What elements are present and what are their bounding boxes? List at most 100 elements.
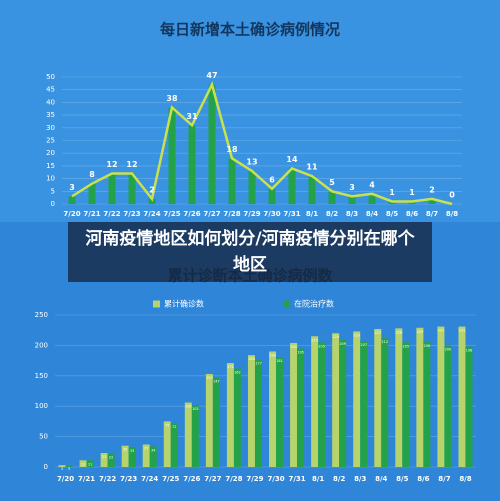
legend-label: 在院治疗数 <box>294 299 334 309</box>
x-tick-label: 8/4 <box>366 210 378 218</box>
x-tick-label: 7/21 <box>83 210 100 218</box>
bar <box>163 421 171 467</box>
data-label: 12 <box>106 160 117 169</box>
data-label: 1 <box>389 188 395 197</box>
data-label: 205 <box>402 344 409 348</box>
data-label: 2 <box>149 185 155 194</box>
bar <box>290 342 298 467</box>
bar <box>226 363 234 467</box>
x-tick-label: 8/1 <box>312 475 324 483</box>
bar <box>168 107 176 204</box>
data-label: 22 <box>109 456 113 460</box>
bar <box>374 328 382 467</box>
x-tick-label: 7/23 <box>123 210 140 218</box>
bar <box>423 341 431 467</box>
chart-title: 每日新增本土确诊病例情况 <box>160 21 340 39</box>
x-tick-label: 7/24 <box>141 475 158 483</box>
y-tick-label: 0 <box>51 200 55 208</box>
bar <box>188 125 196 204</box>
data-label: 215 <box>311 338 318 342</box>
bar <box>128 446 136 467</box>
data-label: 209 <box>339 342 346 346</box>
data-label: 75 <box>165 423 169 427</box>
data-label: 13 <box>246 157 257 166</box>
data-label: 227 <box>374 331 381 335</box>
bar <box>339 339 347 467</box>
x-tick-label: 7/28 <box>225 475 242 483</box>
x-tick-label: 8/6 <box>406 210 418 218</box>
y-tick-label: 20 <box>46 149 55 157</box>
x-tick-label: 7/27 <box>204 475 221 483</box>
data-label: 231 <box>459 329 466 333</box>
bar <box>360 341 368 467</box>
bar <box>428 198 436 204</box>
bar <box>247 355 255 467</box>
legend-swatch <box>283 300 290 308</box>
x-tick-label: 8/2 <box>326 210 338 218</box>
y-tick-label: 100 <box>35 402 48 410</box>
y-tick-label: 40 <box>46 98 55 106</box>
bar <box>212 377 220 467</box>
data-label: 2 <box>429 185 435 194</box>
bar <box>318 342 326 467</box>
data-label: 106 <box>185 405 192 409</box>
legend-label: 累计确诊数 <box>164 299 204 309</box>
bar <box>268 188 276 204</box>
y-tick-label: 10 <box>46 175 55 183</box>
x-tick-label: 7/26 <box>183 475 200 483</box>
data-label: 23 <box>102 455 106 459</box>
data-label: 18 <box>226 145 238 154</box>
y-tick-label: 35 <box>46 111 55 119</box>
data-label: 3 <box>349 183 355 192</box>
data-label: 195 <box>297 350 304 354</box>
y-tick-label: 50 <box>39 433 48 441</box>
bar <box>233 368 241 467</box>
bar <box>297 348 305 467</box>
data-label: 184 <box>248 357 255 361</box>
x-tick-label: 7/20 <box>63 210 80 218</box>
bar <box>388 201 396 204</box>
data-label: 153 <box>206 376 213 380</box>
x-tick-label: 7/22 <box>99 475 116 483</box>
y-tick-label: 15 <box>46 162 55 170</box>
bar <box>68 196 76 204</box>
y-tick-label: 250 <box>35 311 48 319</box>
x-tick-label: 7/30 <box>267 475 284 483</box>
data-label: 229 <box>417 330 424 334</box>
y-tick-label: 150 <box>35 372 48 380</box>
data-label: 162 <box>234 371 241 375</box>
x-tick-label: 7/29 <box>243 210 260 218</box>
x-tick-label: 7/22 <box>103 210 120 218</box>
y-tick-label: 5 <box>51 187 55 195</box>
data-label: 198 <box>466 349 473 353</box>
bar <box>184 402 192 467</box>
bar <box>205 373 213 467</box>
data-label: 5 <box>329 178 335 187</box>
bar <box>332 333 340 467</box>
bar <box>402 342 410 467</box>
x-tick-label: 8/3 <box>346 210 358 218</box>
bar <box>395 328 403 467</box>
data-label: 3 <box>68 467 70 471</box>
data-label: 35 <box>123 448 127 452</box>
data-label: 200 <box>445 347 452 351</box>
data-label: 0 <box>449 191 455 200</box>
bar <box>437 326 445 467</box>
y-tick-label: 0 <box>44 463 48 471</box>
data-label: 190 <box>269 353 276 357</box>
bar <box>381 338 389 467</box>
bar <box>408 201 416 204</box>
bar <box>142 444 150 467</box>
bar <box>368 193 376 204</box>
bar <box>416 327 424 467</box>
bar <box>107 453 115 467</box>
x-tick-label: 7/28 <box>223 210 240 218</box>
bar <box>128 173 136 204</box>
bar <box>328 191 336 204</box>
bar <box>100 453 108 467</box>
data-label: 228 <box>395 330 402 334</box>
y-tick-label: 45 <box>46 86 55 94</box>
bar <box>65 465 73 467</box>
data-label: 177 <box>255 361 262 365</box>
